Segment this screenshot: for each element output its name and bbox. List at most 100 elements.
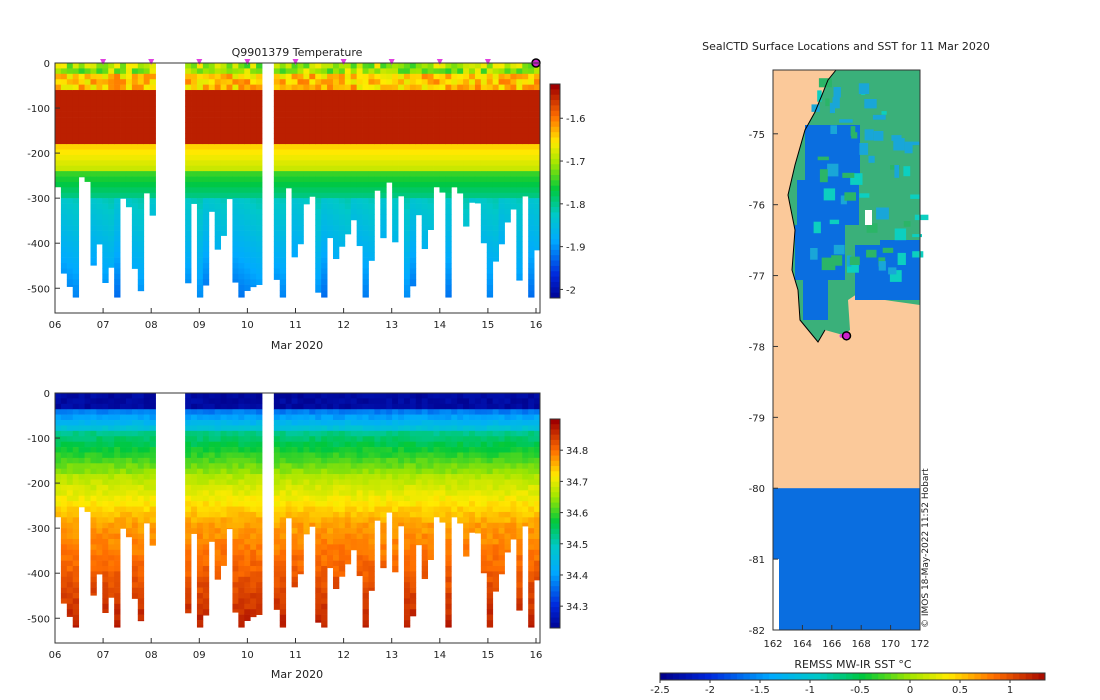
salinity-cell <box>344 425 352 432</box>
salinity-cell <box>297 511 304 518</box>
salinity-cell <box>327 425 334 432</box>
temperature-cell <box>102 160 109 167</box>
temperature-cell <box>137 154 145 161</box>
salinity-cell <box>202 549 210 556</box>
temperature-cell <box>108 122 115 129</box>
temperature-cell <box>303 90 310 96</box>
salinity-cell <box>60 420 68 426</box>
salinity-cell <box>474 436 482 442</box>
temperature-cell <box>368 79 375 85</box>
temperature-cell <box>332 252 340 258</box>
x-tick-label: 14 <box>433 320 446 331</box>
salinity-cell <box>362 414 369 421</box>
salinity-cell <box>403 565 411 572</box>
temperature-cell <box>439 79 446 85</box>
salinity-cell <box>486 555 494 561</box>
salinity-cell <box>344 506 352 513</box>
salinity-cell <box>368 582 375 588</box>
temperature-cell <box>120 133 127 139</box>
salinity-cell <box>102 463 109 469</box>
salinity-cell <box>474 506 482 513</box>
salinity-cell <box>356 528 363 534</box>
temperature-cell <box>510 160 517 167</box>
temperature-cell <box>120 84 127 91</box>
temperature-cell <box>185 133 192 139</box>
salinity-cell <box>131 398 139 405</box>
salinity-cell <box>409 447 417 453</box>
salinity-cell <box>244 582 251 588</box>
temperature-cell <box>131 106 139 112</box>
salinity-cell <box>55 430 62 437</box>
salinity-cell <box>498 452 505 459</box>
temperature-cell <box>114 208 121 215</box>
surface-marker <box>148 59 155 65</box>
temperature-cell <box>131 90 139 96</box>
temperature-cell <box>516 144 523 150</box>
salinity-cell <box>409 517 417 524</box>
salinity-cell <box>232 538 239 545</box>
temperature-cell <box>498 225 505 231</box>
salinity-cell <box>321 609 328 615</box>
salinity-cell <box>480 398 488 405</box>
temperature-cell <box>368 149 375 156</box>
salinity-cell <box>202 593 210 599</box>
temperature-cell <box>78 138 85 145</box>
salinity-cell <box>362 587 369 594</box>
salinity-cell <box>338 538 346 545</box>
temperature-cell <box>238 176 245 183</box>
temperature-cell <box>191 133 198 139</box>
salinity-cell <box>149 538 156 545</box>
temperature-cell <box>492 144 499 150</box>
salinity-cell <box>90 511 97 518</box>
temperature-cell <box>433 111 440 118</box>
salinity-cell <box>445 614 452 621</box>
colorbar-tick-label: -1.6 <box>566 114 586 125</box>
salinity-cell <box>386 447 393 453</box>
temperature-cell <box>214 144 222 150</box>
temperature-cell <box>232 68 239 75</box>
salinity-cell <box>102 506 109 513</box>
salinity-cell <box>309 409 316 415</box>
salinity-cell <box>60 501 68 507</box>
temperature-cell <box>102 268 109 275</box>
temperature-cell <box>403 95 411 102</box>
salinity-cell <box>149 441 156 448</box>
temperature-cell <box>238 214 245 221</box>
temperature-cell <box>108 68 115 75</box>
salinity-cell <box>191 398 198 405</box>
temperature-cell <box>244 273 251 280</box>
salinity-cell <box>486 403 494 410</box>
salinity-cell <box>90 414 97 421</box>
salinity-cell <box>463 506 470 513</box>
salinity-cell <box>338 506 346 513</box>
salinity-cell <box>185 474 192 480</box>
temperature-cell <box>125 100 133 107</box>
temperature-cell <box>528 198 535 204</box>
salinity-cell <box>220 425 227 432</box>
temperature-cell <box>102 138 109 145</box>
salinity-cell <box>362 398 369 405</box>
temperature-cell <box>244 181 251 188</box>
temperature-cell <box>256 144 263 150</box>
salinity-cell <box>279 463 287 469</box>
temperature-cell <box>516 73 523 80</box>
salinity-cell <box>392 479 399 486</box>
salinity-cell <box>90 501 97 507</box>
temperature-cell <box>66 176 74 183</box>
temperature-cell <box>131 165 139 172</box>
temperature-cell <box>486 284 494 291</box>
temperature-cell <box>498 84 505 91</box>
temperature-cell <box>96 90 103 96</box>
salinity-cell <box>291 528 298 534</box>
temperature-cell <box>327 106 334 112</box>
temperature-cell <box>185 73 192 80</box>
colorbar-frame <box>549 83 561 299</box>
salinity-cell <box>486 565 494 572</box>
temperature-cell <box>403 63 411 69</box>
temperature-cell <box>403 144 411 150</box>
temperature-cell <box>492 122 499 129</box>
salinity-cell <box>297 490 304 497</box>
salinity-cell <box>66 609 74 615</box>
salinity-cell <box>120 463 127 469</box>
temperature-cell <box>463 214 470 221</box>
